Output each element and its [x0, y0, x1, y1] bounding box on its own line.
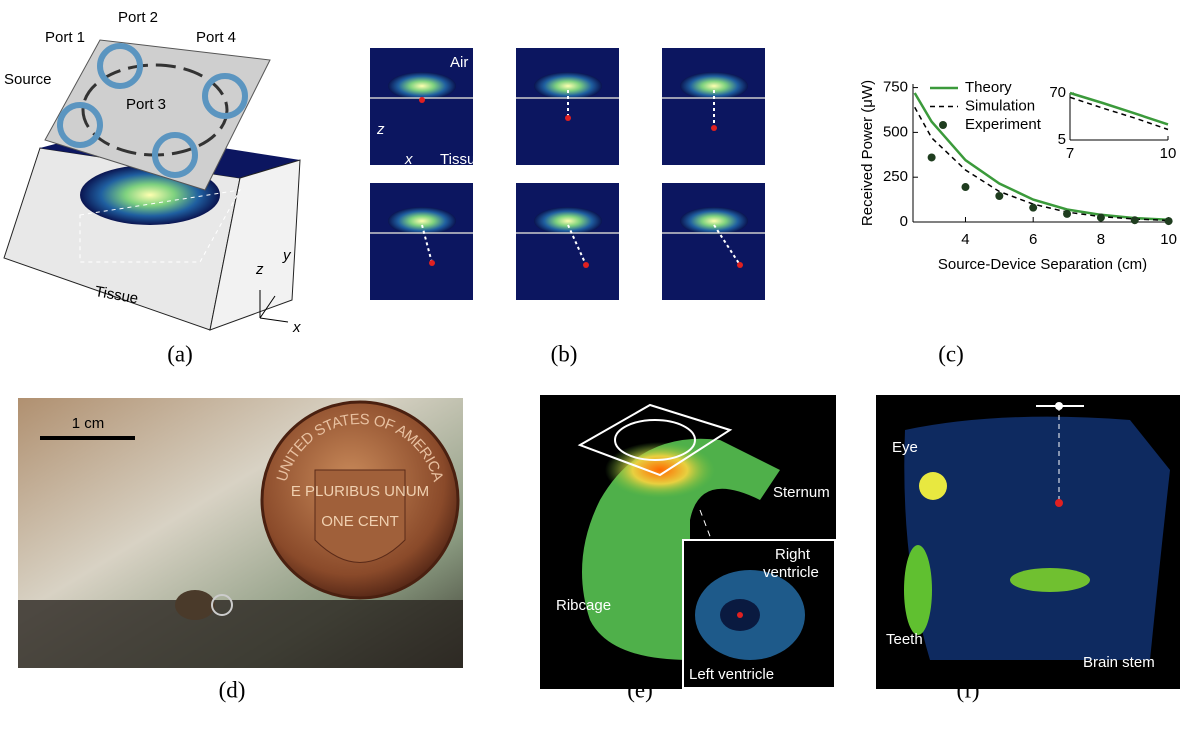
data-point: [995, 192, 1003, 200]
y-tick-label: 250: [883, 168, 908, 185]
annotation: Right: [775, 546, 811, 563]
data-line: [915, 107, 1169, 220]
panel-d-photo: [18, 398, 463, 668]
data-point: [928, 153, 936, 161]
annotation: Sternum: [773, 484, 830, 501]
panel-label: (b): [551, 341, 578, 366]
data-line: [1070, 93, 1168, 124]
field-hotspot: [388, 72, 456, 100]
legend-label: Simulation: [965, 97, 1035, 114]
annotation: x: [292, 319, 301, 336]
x-axis-label: Source-Device Separation (cm): [938, 256, 1147, 273]
annotation: Ribcage: [556, 597, 611, 614]
device: [565, 115, 571, 121]
data-point: [1165, 217, 1173, 225]
device: [583, 262, 589, 268]
page: {"panels":[ {"label":"(a)","annotations"…: [0, 0, 1182, 738]
annotation: Port 4: [196, 29, 236, 46]
data-point: [1063, 210, 1071, 218]
field-hotspot: [534, 72, 602, 100]
panel-label: (e): [627, 677, 653, 702]
inset-x-tick-label: 10: [1160, 145, 1177, 162]
x-tick-label: 8: [1097, 231, 1105, 248]
y-axis-label: Received Power (μW): [859, 80, 876, 226]
legend-label: Experiment: [965, 116, 1042, 133]
chart: 0 250 500 750 4 6 8 10 Source-Device Separation …: [859, 79, 1177, 273]
field-hotspot: [534, 207, 602, 235]
annotation: Brain stem: [1083, 654, 1155, 671]
annotation: Left ventricle: [689, 666, 774, 683]
annotation: Source: [4, 71, 52, 88]
panel-e-image: [540, 395, 836, 689]
annotation: Port 2: [118, 9, 158, 26]
field-hotspot: [680, 72, 748, 100]
y-tick-label: 500: [883, 123, 908, 140]
data-point: [1029, 204, 1037, 212]
panel-label: (c): [938, 341, 964, 366]
field-tile: [516, 48, 619, 165]
panel-label: (d): [219, 677, 246, 702]
x-tick-label: 10: [1160, 231, 1177, 248]
field-tile: [662, 48, 765, 165]
field-hotspot: [680, 207, 748, 235]
x-tick-label: 6: [1029, 231, 1037, 248]
data-line: [1070, 97, 1168, 129]
legend-label: Theory: [965, 79, 1012, 96]
panel-b-illustration: [370, 48, 765, 300]
inset-y-tick-label: 70: [1049, 84, 1066, 101]
field-tile: [370, 183, 473, 300]
device: [419, 97, 425, 103]
annotation: z: [376, 121, 385, 138]
data-point: [961, 183, 969, 191]
data-point: [1097, 214, 1105, 222]
legend-marker: [939, 121, 947, 129]
annotation: Port 3: [126, 96, 166, 113]
field-tile: [662, 183, 765, 300]
inset-y-tick-label: 5: [1058, 131, 1066, 148]
annotation: Port 1: [45, 29, 85, 46]
field-hotspot: [388, 207, 456, 235]
y-tick-label: 0: [900, 213, 908, 230]
annotation: ventricle: [763, 564, 819, 581]
annotation: Air: [450, 54, 468, 71]
field-tile: [516, 183, 619, 300]
annotation: Tissue: [440, 151, 484, 168]
annotation: Eye: [892, 439, 918, 456]
panel-label: (a): [167, 341, 193, 366]
inset-x-tick-label: 7: [1066, 145, 1074, 162]
annotation: x: [404, 151, 413, 168]
data-point: [1131, 216, 1139, 224]
device: [737, 262, 743, 268]
coin-text: E PLURIBUS UNUM: [291, 483, 429, 500]
annotation: z: [255, 261, 264, 278]
panel-label: (f): [957, 677, 980, 702]
device: [711, 125, 717, 131]
annotation: Teeth: [886, 631, 923, 648]
x-tick-label: 4: [961, 231, 969, 248]
annotation: 1 cm: [72, 415, 105, 432]
y-tick-label: 750: [883, 79, 908, 96]
device: [429, 260, 435, 266]
figure: Port 1 Port 2 Port 4 Source Port 3 Tissu…: [0, 0, 1182, 733]
coin-text: ONE CENT: [321, 513, 399, 530]
